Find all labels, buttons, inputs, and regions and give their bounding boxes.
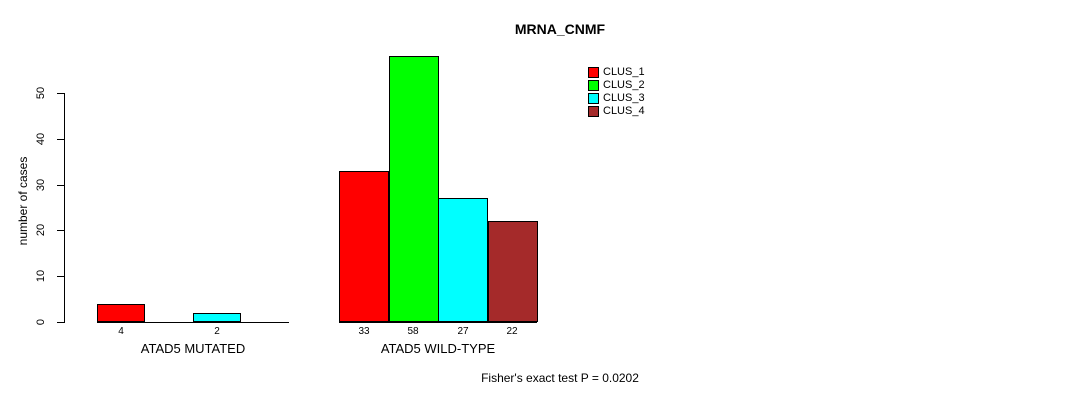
y-axis-tick (57, 139, 64, 140)
bar-value-label: 22 (506, 326, 518, 337)
legend-item: CLUS_2 (588, 79, 645, 92)
y-axis-tick (57, 230, 64, 231)
bar-clus_3-mutated (193, 313, 241, 322)
legend-item: CLUS_4 (588, 105, 645, 118)
y-axis-tick-label: 10 (35, 269, 47, 283)
category-label: ATAD5 WILD-TYPE (380, 341, 496, 356)
legend-swatch-icon (588, 106, 599, 117)
y-axis-tick-label: 20 (35, 223, 47, 237)
legend-swatch-icon (588, 80, 599, 91)
legend-swatch-icon (588, 93, 599, 104)
legend: CLUS_1 CLUS_2 CLUS_3 CLUS_4 (588, 66, 645, 118)
legend-label: CLUS_3 (603, 92, 645, 104)
bar-value-label: 27 (457, 326, 469, 337)
y-axis-tick (57, 185, 64, 186)
x-axis-baseline (97, 322, 289, 323)
legend-label: CLUS_1 (603, 66, 645, 78)
y-axis-line (64, 93, 65, 323)
fisher-test-annotation: Fisher's exact test P = 0.0202 (481, 371, 639, 385)
bar-value-label: 4 (118, 326, 124, 337)
bar-clus_1-wild-type (339, 171, 389, 322)
y-axis-tick (57, 93, 64, 94)
legend-label: CLUS_2 (603, 79, 645, 91)
bar-value-label: 33 (358, 326, 370, 337)
chart-title: MRNA_CNMF (514, 21, 606, 37)
bar-value-label: 58 (407, 326, 419, 337)
bar-clus_4-wild-type (488, 221, 538, 322)
y-axis-tick (57, 276, 64, 277)
y-axis-tick-label: 0 (35, 318, 47, 326)
legend-item: CLUS_1 (588, 66, 645, 79)
y-axis-tick-label: 50 (35, 86, 47, 100)
legend-label: CLUS_4 (603, 105, 645, 117)
legend-item: CLUS_3 (588, 92, 645, 105)
bar-value-label: 2 (214, 326, 220, 337)
bar-clus_3-wild-type (438, 198, 488, 322)
category-label: ATAD5 MUTATED (140, 341, 246, 356)
x-axis-baseline (339, 322, 537, 323)
y-axis-tick (57, 322, 64, 323)
y-axis-tick-label: 40 (35, 132, 47, 146)
y-axis-tick-label: 30 (35, 178, 47, 192)
legend-swatch-icon (588, 67, 599, 78)
bar-clus_1-mutated (97, 304, 145, 322)
bar-clus_2-wild-type (389, 56, 439, 322)
